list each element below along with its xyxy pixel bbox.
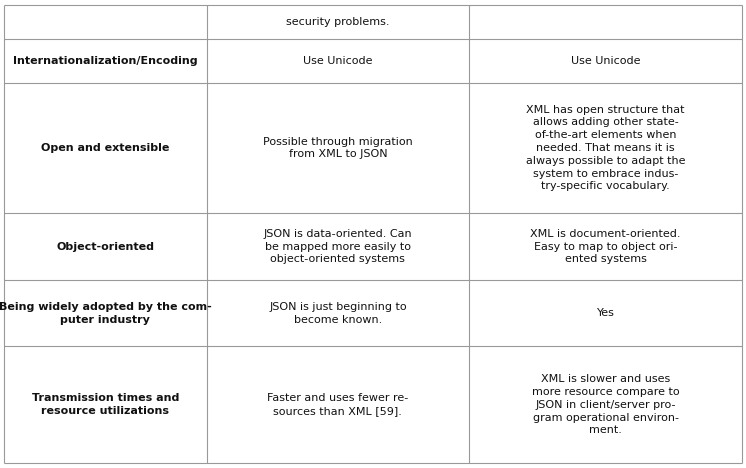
Text: JSON is just beginning to
become known.: JSON is just beginning to become known. — [269, 302, 407, 324]
Text: Use Unicode: Use Unicode — [571, 56, 640, 66]
Text: Use Unicode: Use Unicode — [303, 56, 373, 66]
Text: Faster and uses fewer re-
sources than XML [59].: Faster and uses fewer re- sources than X… — [267, 394, 409, 416]
Text: Being widely adopted by the com-
puter industry: Being widely adopted by the com- puter i… — [0, 302, 212, 324]
Text: Transmission times and
resource utilizations: Transmission times and resource utilizat… — [31, 394, 179, 416]
Text: Object-oriented: Object-oriented — [56, 241, 154, 252]
Text: Internationalization/Encoding: Internationalization/Encoding — [13, 56, 198, 66]
Text: XML is slower and uses
more resource compare to
JSON in client/server pro-
gram : XML is slower and uses more resource com… — [532, 374, 680, 435]
Text: Open and extensible: Open and extensible — [41, 143, 169, 153]
Text: XML is document-oriented.
Easy to map to object ori-
ented systems: XML is document-oriented. Easy to map to… — [530, 229, 681, 264]
Text: Possible through migration
from XML to JSON: Possible through migration from XML to J… — [263, 137, 413, 160]
Text: security problems.: security problems. — [286, 17, 389, 27]
Text: JSON is data-oriented. Can
be mapped more easily to
object-oriented systems: JSON is data-oriented. Can be mapped mor… — [263, 229, 413, 264]
Text: Yes: Yes — [597, 308, 615, 318]
Text: XML has open structure that
allows adding other state-
of-the-art elements when
: XML has open structure that allows addin… — [526, 105, 686, 191]
